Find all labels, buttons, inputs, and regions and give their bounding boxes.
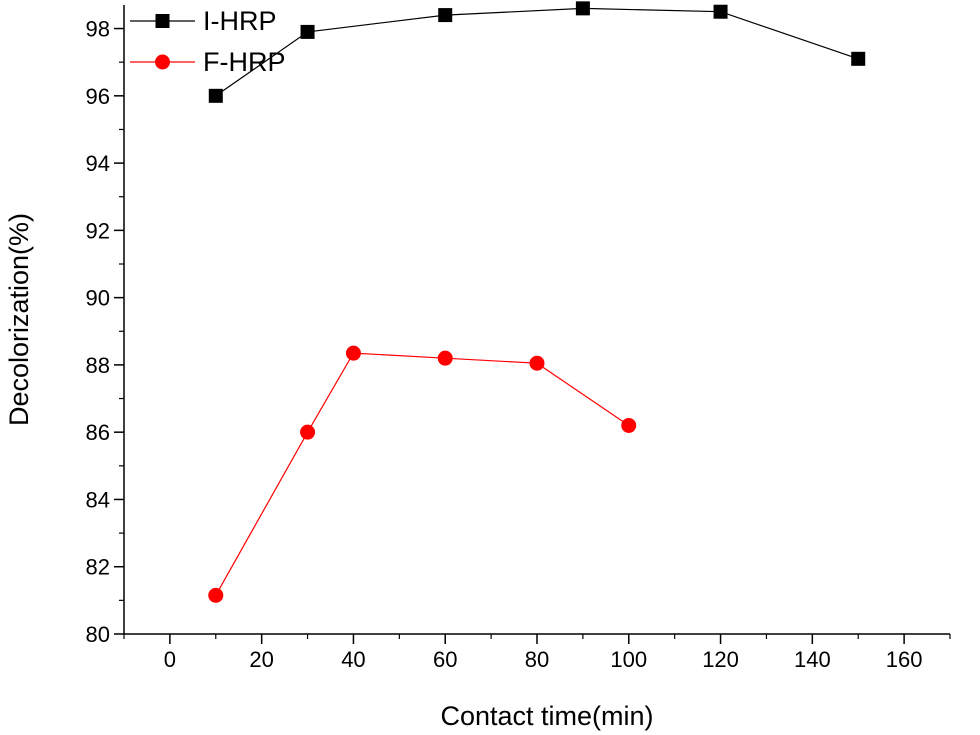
y-tick-label: 84	[86, 487, 110, 512]
data-point	[713, 4, 728, 19]
legend: I-HRP F-HRP	[130, 6, 286, 77]
data-point	[575, 1, 590, 16]
series-line	[215, 352, 630, 596]
series-layer	[208, 1, 866, 603]
data-point	[851, 51, 866, 66]
x-tick-label: 80	[525, 647, 549, 672]
legend-item: I-HRP	[130, 6, 277, 36]
data-point	[208, 587, 224, 603]
legend-marker	[155, 54, 170, 70]
x-axis: 0 20 40 60 80 100 120 140 160	[123, 634, 951, 672]
x-tick-label: 40	[341, 647, 365, 672]
data-point	[208, 88, 223, 103]
x-tick-label: 160	[886, 647, 923, 672]
data-point	[437, 350, 453, 366]
y-tick-label: 82	[86, 555, 110, 580]
legend-item: F-HRP	[130, 47, 286, 77]
y-tick-label: 92	[86, 218, 110, 243]
y-tick-label: 98	[86, 17, 110, 42]
x-tick-label: 100	[610, 647, 647, 672]
y-tick-label: 94	[86, 151, 110, 176]
data-point	[345, 345, 361, 361]
data-point	[438, 8, 453, 23]
series-line	[215, 7, 859, 97]
series-f-hrp	[208, 345, 637, 603]
y-tick-label: 90	[86, 286, 110, 311]
plot-frame	[123, 5, 950, 635]
data-point	[300, 424, 316, 440]
x-tick-label: 0	[164, 647, 176, 672]
y-tick-label: 96	[86, 84, 110, 109]
y-axis: 80 82 84 86 88 90 92 94 96 98	[86, 17, 124, 647]
y-tick-label: 88	[86, 353, 110, 378]
legend-label: I-HRP	[203, 6, 277, 36]
data-point	[621, 417, 637, 433]
x-tick-label: 20	[249, 647, 273, 672]
series-i-hrp	[208, 1, 866, 103]
data-point	[300, 24, 315, 39]
x-axis-title: Contact time(min)	[440, 701, 653, 731]
legend-marker	[155, 14, 170, 28]
y-axis-title: Decolorization(%)	[4, 213, 34, 426]
y-tick-label: 86	[86, 420, 110, 445]
x-tick-label: 140	[794, 647, 831, 672]
legend-label: F-HRP	[203, 47, 286, 77]
x-tick-label: 60	[433, 647, 457, 672]
y-tick-label: 80	[86, 622, 110, 647]
x-tick-label: 120	[702, 647, 739, 672]
data-point	[529, 355, 545, 371]
